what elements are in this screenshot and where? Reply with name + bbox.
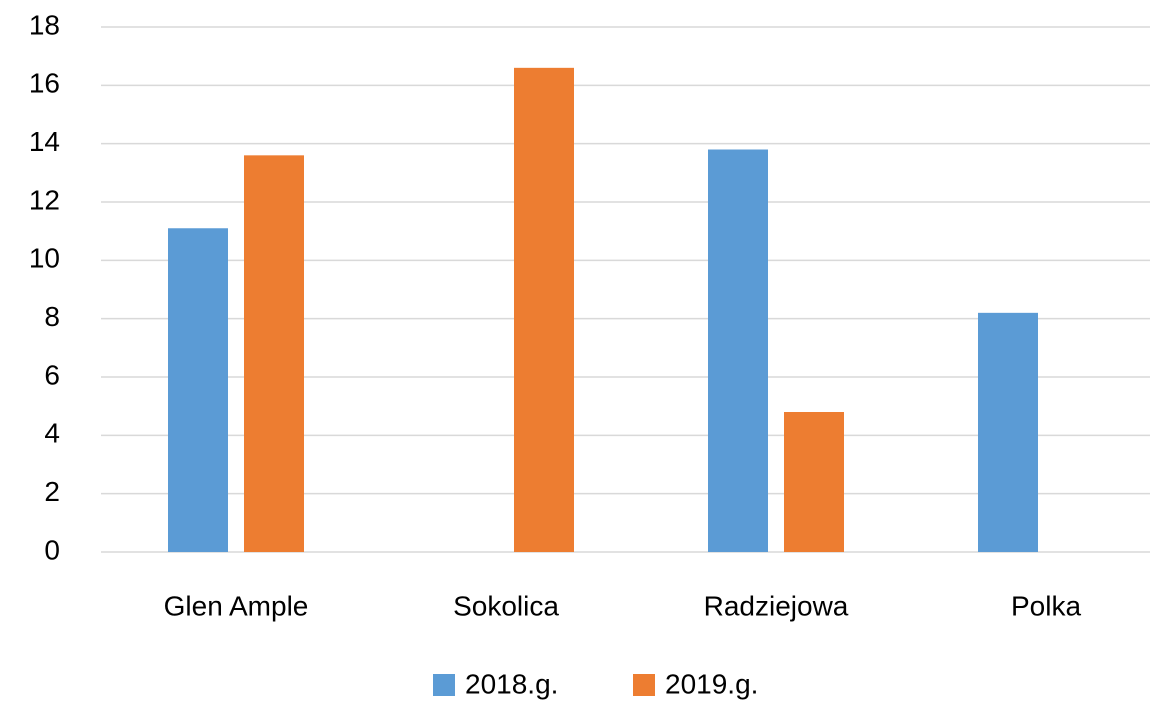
bar: [244, 155, 304, 553]
y-tick-label: 12: [29, 184, 60, 215]
y-tick-label: 6: [44, 359, 60, 390]
y-tick-label: 0: [44, 534, 60, 565]
bar: [784, 412, 844, 552]
bar: [168, 228, 228, 552]
legend-swatch: [633, 674, 655, 696]
y-tick-label: 14: [29, 126, 60, 157]
y-tick-label: 4: [44, 418, 60, 449]
bar: [514, 67, 574, 552]
y-tick-label: 2: [44, 476, 60, 507]
x-tick-label: Sokolica: [453, 590, 559, 621]
x-tick-label: Glen Ample: [164, 590, 309, 621]
x-tick-label: Polka: [1011, 590, 1081, 621]
bar: [708, 149, 768, 552]
y-tick-label: 10: [29, 243, 60, 274]
legend-swatch: [433, 674, 455, 696]
y-tick-label: 16: [29, 68, 60, 99]
legend-label: 2018.g.: [465, 668, 558, 699]
bar: [978, 312, 1038, 552]
y-tick-label: 18: [29, 9, 60, 40]
y-tick-label: 8: [44, 301, 60, 332]
legend-label: 2019.g.: [665, 668, 758, 699]
x-tick-label: Radziejowa: [704, 590, 849, 621]
